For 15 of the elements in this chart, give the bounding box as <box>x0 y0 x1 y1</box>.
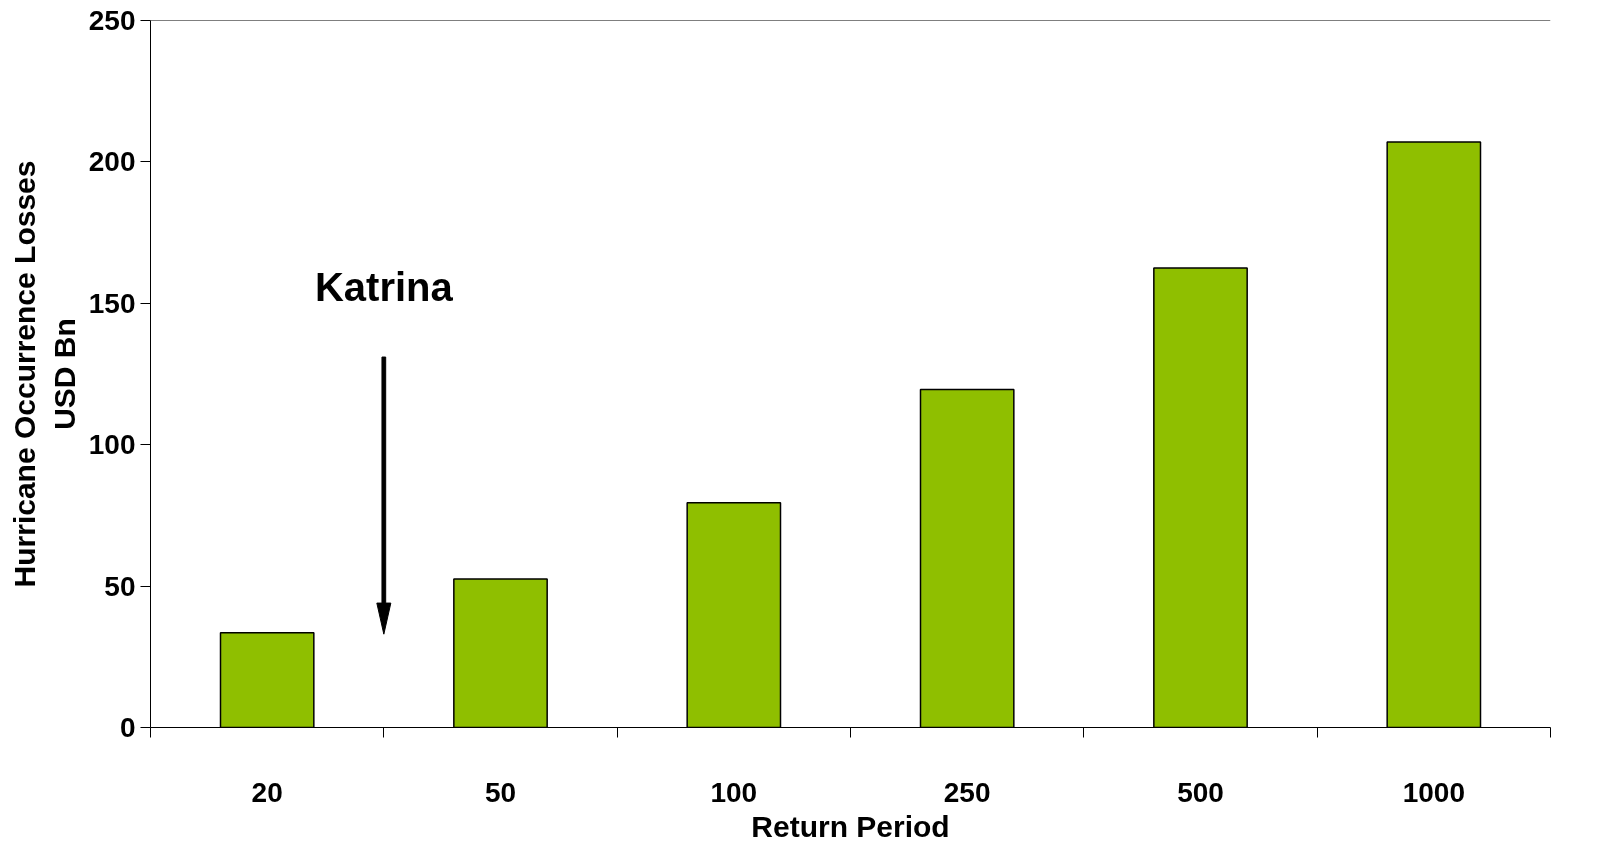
y-tick-label: 250 <box>88 5 136 36</box>
y-tick-label: 100 <box>88 429 136 461</box>
y-tick-label: 50 <box>104 570 136 602</box>
x-tick-label: 100 <box>710 776 758 808</box>
annotation: Katrina <box>314 264 454 309</box>
y-tick-label: 0 <box>119 712 136 743</box>
x-tick-label: 50 <box>484 776 517 808</box>
x-axis-title: Return Period <box>751 809 950 843</box>
x-tick-label: 500 <box>1177 776 1224 808</box>
y-tick-label: 200 <box>88 146 136 178</box>
x-tick-label: 250 <box>943 776 991 808</box>
y-axis-title: Hurricane Occurrence Losses USD Bn <box>8 160 81 588</box>
x-tick-label: 1000 <box>1402 776 1465 808</box>
x-tick-label: 20 <box>251 776 283 808</box>
y-tick-label: 150 <box>88 287 136 319</box>
